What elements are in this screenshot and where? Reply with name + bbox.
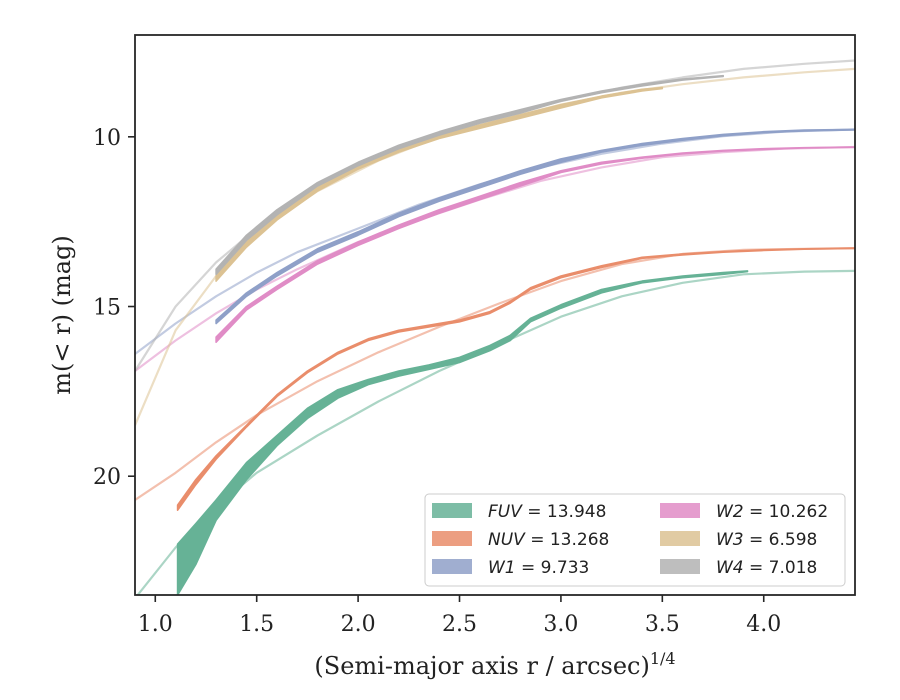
profile-band-w1 xyxy=(215,128,855,325)
legend-box xyxy=(424,493,846,587)
tick-labels: 1.0 1.5 2.0 2.5 3.0 3.5 4.0 10 15 20 xyxy=(93,126,781,637)
legend-label-w1: W1 = 9.733 xyxy=(488,558,589,578)
x-tick-label: 4.0 xyxy=(746,612,781,637)
y-tick-label: 10 xyxy=(93,126,121,151)
legend-label-w3: W3 = 6.598 xyxy=(716,530,817,550)
profile-band-w3 xyxy=(215,86,664,282)
x-axis-title-exponent: 1/4 xyxy=(650,649,676,668)
plot-frame xyxy=(134,34,856,596)
x-tick-label: 1.5 xyxy=(239,612,274,637)
x-axis-title: (Semi-major axis r / arcsec)1/4 xyxy=(314,649,675,680)
legend-label-w4: W4 = 7.018 xyxy=(716,558,817,578)
legend-swatch-fuv xyxy=(432,503,472,518)
y-tick-label: 20 xyxy=(93,465,121,490)
plot-area xyxy=(135,59,855,595)
axis-ticks xyxy=(128,136,765,602)
x-tick-label: 3.5 xyxy=(645,612,680,637)
legend-swatch-w2 xyxy=(660,503,700,518)
x-tick-label: 1.0 xyxy=(138,612,173,637)
legend-label-fuv: FUV = 13.948 xyxy=(488,502,606,522)
model-line-w4 xyxy=(135,59,855,372)
legend-swatch-w3 xyxy=(660,531,700,546)
profile-band-fuv xyxy=(176,270,749,595)
legend: FUV = 13.948 NUV = 13.268 W1 = 9.733 W2 = 1… xyxy=(424,493,846,587)
model-line-nuv xyxy=(135,247,855,501)
y-axis-title: m(< r) (mag) xyxy=(48,235,76,394)
legend-swatch-w1 xyxy=(432,559,472,574)
profile-band-w4 xyxy=(215,74,725,276)
legend-swatch-w4 xyxy=(660,559,700,574)
x-tick-label: 2.0 xyxy=(341,612,376,637)
legend-swatch-nuv xyxy=(432,531,472,546)
x-tick-label: 2.5 xyxy=(442,612,477,637)
profile-band-w2 xyxy=(215,146,855,344)
y-tick-label: 15 xyxy=(93,296,121,321)
x-tick-label: 3.0 xyxy=(543,612,578,637)
legend-label-nuv: NUV = 13.268 xyxy=(488,530,609,550)
legend-label-w2: W2 = 10.262 xyxy=(716,502,828,522)
profile-band-nuv xyxy=(176,247,855,512)
x-axis-title-text: (Semi-major axis r / arcsec) xyxy=(314,652,649,680)
